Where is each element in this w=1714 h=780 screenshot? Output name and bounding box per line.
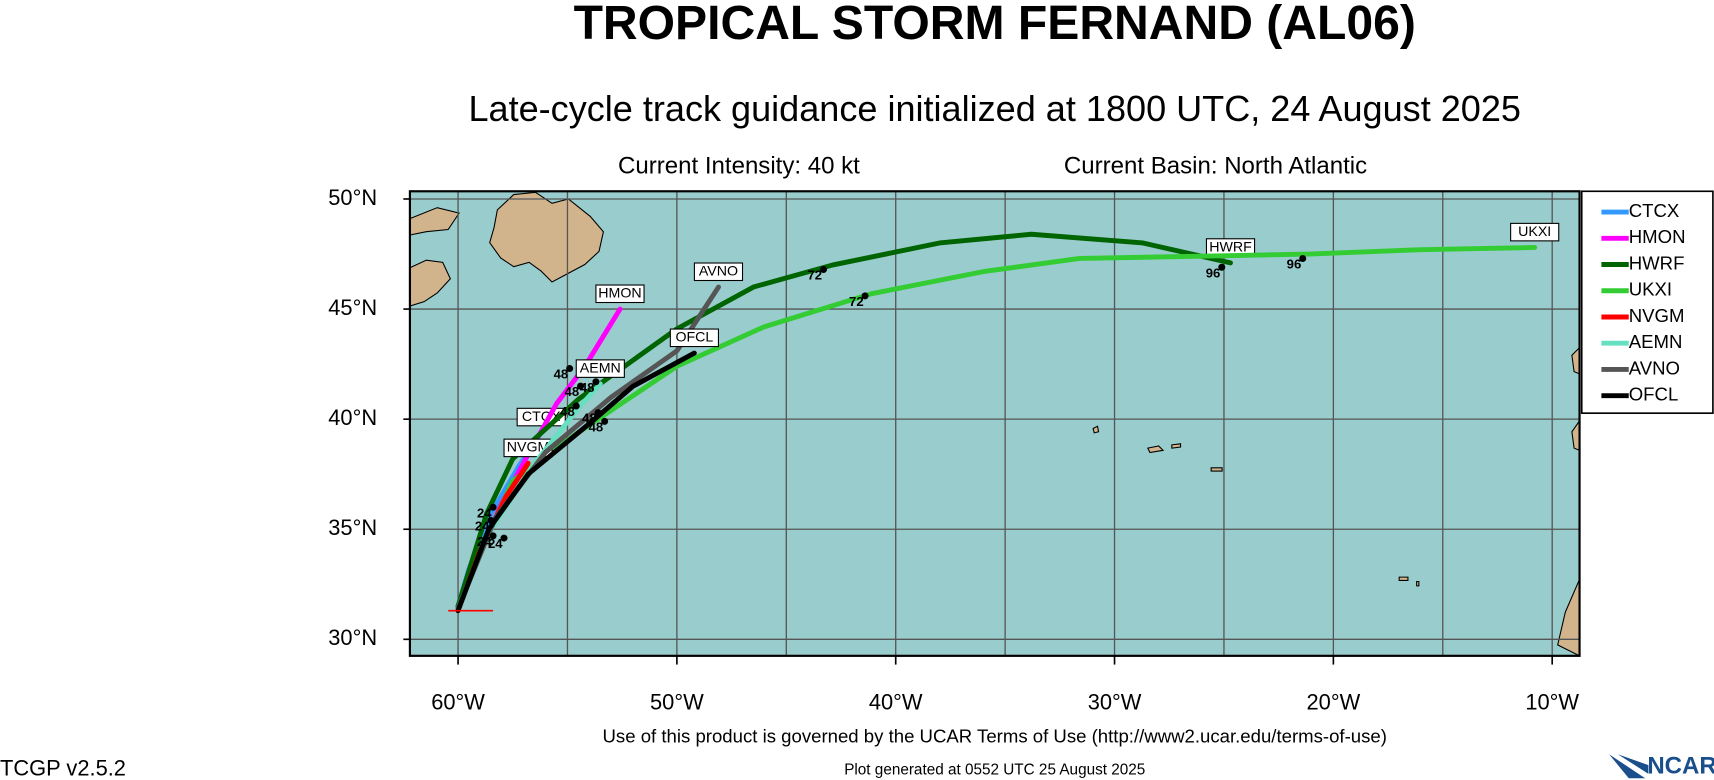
x-tick-label: 30°W bbox=[1088, 690, 1142, 715]
forecast-point bbox=[1299, 254, 1307, 262]
morocco bbox=[1571, 419, 1580, 451]
track-end-label-text: AVNO bbox=[699, 264, 738, 280]
land bbox=[409, 191, 1580, 656]
newfoundland bbox=[489, 191, 604, 283]
track-end-label-text: UKXI bbox=[1518, 224, 1551, 240]
track-end-label-text: AEMN bbox=[580, 360, 621, 376]
forecast-point bbox=[1218, 263, 1226, 271]
track-end-label-text: HMON bbox=[598, 286, 641, 302]
mainland-coast bbox=[409, 207, 460, 236]
forecast-point bbox=[819, 265, 827, 273]
forecast-hour-label: 48 bbox=[560, 404, 575, 419]
track-line bbox=[455, 231, 1233, 609]
forecast-hour-label: 72 bbox=[849, 294, 864, 309]
legend-label: AVNO bbox=[1629, 357, 1680, 378]
forecast-hour-label: 48 bbox=[554, 367, 569, 382]
forecast-point bbox=[566, 365, 574, 373]
track-end-label-box bbox=[669, 328, 719, 348]
forecast-point bbox=[861, 292, 869, 300]
track-end-label: OFCL bbox=[669, 328, 719, 348]
track-end-label-box bbox=[1510, 222, 1560, 242]
forecast-hour-label: 24 bbox=[477, 534, 492, 549]
africa bbox=[1557, 579, 1580, 656]
track-end-label-box bbox=[595, 284, 645, 304]
track-end-label-box bbox=[693, 262, 744, 282]
legend-label: OFCL bbox=[1629, 384, 1679, 405]
forecast-point bbox=[489, 503, 497, 511]
track-end-label: UKXI bbox=[1510, 222, 1560, 242]
track-end-label-text: OFCL bbox=[675, 330, 713, 346]
y-tick-label: 50°N bbox=[328, 185, 377, 210]
legend-label: NVGM bbox=[1629, 305, 1685, 326]
x-tick-label: 40°W bbox=[869, 690, 923, 715]
x-tick-label: 50°W bbox=[650, 690, 704, 715]
track-end-label-text: HWRF bbox=[1209, 239, 1252, 255]
forecast-hour-label: 24 bbox=[475, 518, 490, 533]
grid bbox=[409, 191, 1580, 656]
forecast-hour-label: 96 bbox=[1206, 265, 1221, 280]
forecast-hour-label: 72 bbox=[807, 268, 822, 283]
track-end-label-box bbox=[575, 359, 625, 378]
nova-scotia bbox=[409, 259, 452, 307]
islands bbox=[1092, 425, 1420, 587]
y-tick-label: 40°N bbox=[328, 405, 377, 430]
forecast-hour-label: 48 bbox=[580, 380, 595, 395]
ticks: 60°W 50°W 40°W 30°W 20°W 10°W 30°N 35°N 40°N 45°N… bbox=[328, 185, 1579, 715]
track-end-label: HMON bbox=[595, 284, 645, 304]
legend-label: CTCX bbox=[1629, 200, 1680, 221]
track-end-label: AVNO bbox=[693, 262, 744, 282]
y-tick-label: 45°N bbox=[328, 295, 377, 320]
current-basin: Current Basin: North Atlantic bbox=[1064, 153, 1367, 180]
forecast-point bbox=[594, 409, 602, 417]
logo-mark bbox=[1609, 754, 1649, 779]
y-tick-label: 35°N bbox=[328, 515, 377, 540]
track-end-label-text: NVGM bbox=[507, 440, 550, 456]
forecast-hour-label: 96 bbox=[1287, 256, 1302, 271]
version: TCGP v2.5.2 bbox=[0, 755, 126, 780]
forecast-hour-label: 48 bbox=[582, 411, 597, 426]
logo-text: NCAR bbox=[1647, 753, 1714, 780]
chart-title: TROPICAL STORM FERNAND (AL06) bbox=[574, 0, 1416, 50]
track-end-label: HWRF bbox=[1205, 238, 1256, 257]
forecast-point bbox=[489, 532, 497, 540]
x-tick-label: 20°W bbox=[1307, 690, 1361, 715]
tracks: CTCXHMONHWRFUKXINVGMAEMNAVNOOFCL72729696… bbox=[448, 222, 1560, 614]
terms-footer: Use of this product is governed by the U… bbox=[603, 726, 1387, 747]
legend-label: HMON bbox=[1629, 226, 1686, 247]
chart-subtitle: Late-cycle track guidance initialized at… bbox=[468, 88, 1520, 129]
track-line bbox=[455, 350, 697, 614]
current-intensity: Current Intensity: 40 kt bbox=[618, 153, 860, 180]
legend-label: AEMN bbox=[1629, 331, 1683, 352]
x-tick-label: 60°W bbox=[431, 690, 485, 715]
y-tick-label: 30°N bbox=[328, 625, 377, 650]
generated-time: Plot generated at 0552 UTC 25 August 202… bbox=[844, 762, 1145, 779]
iberia bbox=[1571, 346, 1580, 375]
forecast-point bbox=[487, 516, 495, 524]
track-end-label: AEMN bbox=[575, 359, 625, 378]
forecast-point bbox=[577, 382, 585, 390]
legend-label: HWRF bbox=[1629, 252, 1685, 273]
track-line bbox=[455, 245, 1538, 614]
legend-box bbox=[1580, 190, 1714, 414]
forecast-point bbox=[592, 378, 600, 386]
forecast-point bbox=[500, 534, 508, 542]
forecast-hour-label: 24 bbox=[477, 505, 492, 520]
forecast-hour-label: 48 bbox=[589, 419, 604, 434]
forecast-point bbox=[601, 417, 609, 425]
legend: CTCX HMON HWRF UKXI NVGM AEMN AVNO OFCL bbox=[1580, 190, 1714, 414]
x-tick-label: 10°W bbox=[1525, 690, 1579, 715]
legend-label: UKXI bbox=[1629, 279, 1672, 300]
map-frame bbox=[408, 190, 1581, 657]
ncar-logo: NCAR bbox=[1609, 753, 1714, 780]
forecast-hour-label: 48 bbox=[565, 384, 580, 399]
forecast-point bbox=[572, 402, 580, 410]
forecast-hour-label: 24 bbox=[488, 536, 503, 551]
